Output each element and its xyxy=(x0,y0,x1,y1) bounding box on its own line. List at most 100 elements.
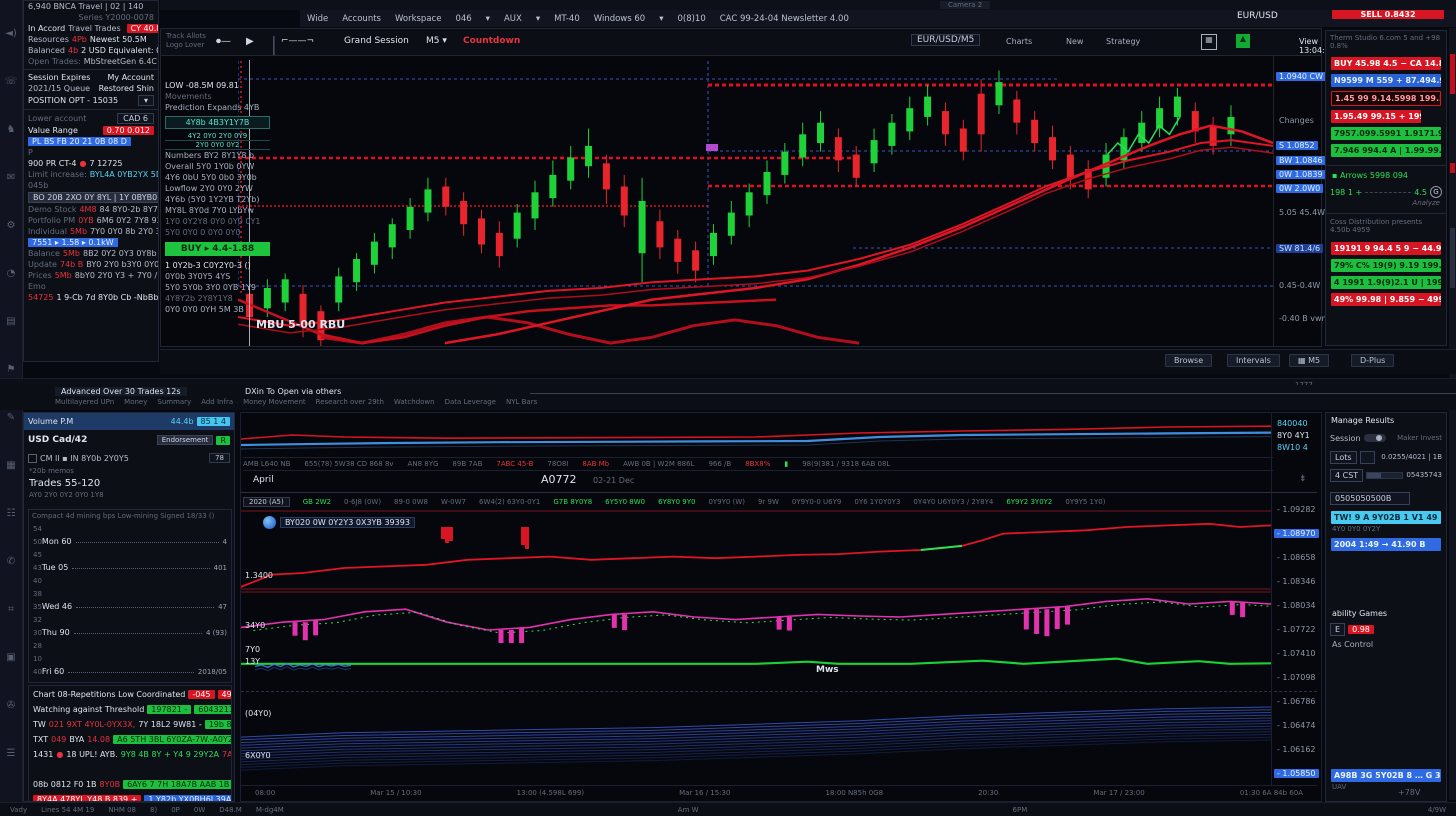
ticker-item[interactable]: 0-6J8 (0W) xyxy=(344,498,381,506)
mid-menu-item-1[interactable]: Money xyxy=(124,398,147,406)
ticker-item[interactable]: 9r 9W xyxy=(758,498,779,506)
analyze-link[interactable]: Analyze xyxy=(1326,199,1446,207)
symbol-pill[interactable]: BY020 0W 0Y2Y3 0X3YB 39393 xyxy=(263,515,415,529)
quote-row-blue[interactable]: 2004 1:49 → 41.90 B xyxy=(1331,538,1441,551)
ticker-item[interactable]: 89-0 0W8 xyxy=(394,498,428,506)
ticker-item[interactable]: 6Y9Y2 3Y0Y2 xyxy=(1006,498,1052,506)
rail-icon-10[interactable]: ☷ xyxy=(0,508,22,519)
ticker-item[interactable]: 0Y6 1Y0Y0Y3 xyxy=(854,498,900,506)
rail-icon-7[interactable]: ⚑ xyxy=(0,364,22,375)
log-row[interactable]: Chart 08-Repetitions Low Coordinated-045… xyxy=(29,687,231,702)
menu-item-11[interactable]: CAC 99-24-04 Newsletter 4.00 xyxy=(713,14,856,24)
rail-icon-14[interactable]: ✇ xyxy=(0,700,22,711)
menu-item-6[interactable]: ▾ xyxy=(529,14,547,24)
footer-button-browse[interactable]: Browse xyxy=(1165,354,1212,367)
log-row[interactable]: 1431●18 UPL! AYB.9Y8 4B 8Y + Y4 9 29Y2A7… xyxy=(29,747,231,762)
menu-item-8[interactable]: Windows 60 xyxy=(587,14,652,24)
timeframe-select[interactable]: M5 ▾ xyxy=(426,36,447,46)
ticker-item[interactable]: W-0W7 xyxy=(441,498,466,506)
indicator-icon[interactable]: ▲ xyxy=(1236,34,1250,48)
log-row[interactable]: 8Y4A 478YL Y48 B 839 +1 Y82b YX0BH6I 39A… xyxy=(29,792,231,802)
mid-menu-item-0[interactable]: Multilayered UPn xyxy=(55,398,114,406)
toolbar-charts[interactable]: Charts xyxy=(1006,37,1032,46)
footer-button--m5[interactable]: ▦ M5 xyxy=(1289,354,1329,367)
rail-icon-15[interactable]: ☰ xyxy=(0,748,22,759)
sell-badge[interactable]: SELL 0.8432 xyxy=(1332,10,1444,19)
rail-icon-13[interactable]: ▣ xyxy=(0,652,22,663)
left-panel-row[interactable]: Open Trades:MbStreetGen 6.4C xyxy=(24,56,158,67)
signal-row-green[interactable]: 4 1991 1.9(9)2.1 U | 199.9% B xyxy=(1331,276,1441,289)
menu-item-7[interactable]: MT-40 xyxy=(547,14,587,24)
quote-row-cyan[interactable]: TW! 9 A 9Y02B 1 V1 49 + L xyxy=(1331,511,1441,524)
log-row[interactable]: TXT049BYA14.08A6 5TH 3BL 6Y0ZA-7W.-A0Y2 … xyxy=(29,732,231,747)
footer-button-intervals[interactable]: Intervals xyxy=(1227,354,1280,367)
mid-menu-item-6[interactable]: Watchdown xyxy=(394,398,435,406)
titlebar-tab[interactable]: Camera 2 xyxy=(940,1,990,9)
signal-row-red[interactable]: 49% 99.98 | 9.859 − 499 49(98)9 xyxy=(1331,293,1441,306)
menu-item-9[interactable]: ▾ xyxy=(652,14,670,24)
menu-item-5[interactable]: AUX xyxy=(497,14,529,24)
left-panel-row[interactable]: Resources4PbNewest 50.5M xyxy=(24,34,158,45)
signal-row-blue[interactable]: N9599 M 559 + 87.494.94 xyxy=(1331,74,1441,87)
toolbar-new[interactable]: New xyxy=(1066,37,1083,46)
menu-item-2[interactable]: Workspace xyxy=(388,14,448,24)
volume-row[interactable]: Volume P.M 44.4b 85 1 4 xyxy=(24,413,234,430)
log-row[interactable]: Watching against Threshold197821 -604321… xyxy=(29,702,231,717)
buy-button[interactable]: BUY ▸ 4.4-1.88 xyxy=(165,242,270,256)
indicator-chart-area[interactable]: AMB L640 NB655(78) 5W38 CD 868 8vAN8 8YG… xyxy=(240,412,1322,802)
ticker-item[interactable]: GB 2W2 xyxy=(303,498,331,506)
tab-dxin[interactable]: DXin To Open via others xyxy=(245,387,341,396)
menu-item-0[interactable]: Wide xyxy=(300,14,335,24)
left-panel-row[interactable]: 045b xyxy=(24,180,158,191)
left-panel-row[interactable]: Update74b BBY0 2Y0 b3Y0 0Y0 0Y8 xyxy=(24,259,158,270)
cst-slider[interactable] xyxy=(1366,472,1403,479)
tab-advanced[interactable]: Advanced Over 30 Trades 12s xyxy=(55,387,187,396)
signal-row-redsm[interactable]: 1.95.49 99.15 + 199 B xyxy=(1331,110,1421,123)
left-panel-row[interactable]: Lower accountCAD 6 xyxy=(24,112,158,125)
cst-field[interactable]: 4 CST xyxy=(1330,469,1363,482)
left-panel-row[interactable]: Balance5Mb8B2 0Y2 0Y3 0Y8b 0Y0 xyxy=(24,248,158,259)
mid-menu-item-7[interactable]: Data Leverage xyxy=(445,398,496,406)
rail-icon-3[interactable]: ✉ xyxy=(0,172,22,183)
menu-item-3[interactable]: 046 xyxy=(448,14,478,24)
left-panel-row[interactable]: Prices5Mb8bY0 2Y0 Y3 + 7Y0 / Bb- xyxy=(24,270,158,281)
signal-row-green[interactable]: 79% C% 19(9) 9.19 199.5% 5.94(9) xyxy=(1331,259,1441,272)
ticker-item[interactable]: 6W4(2) 63Y0-0Y1 xyxy=(479,498,540,506)
right-scrollbar[interactable] xyxy=(1449,28,1456,800)
amount-slider[interactable]: 198 1 + 4.5 G xyxy=(1326,185,1446,199)
play-icon[interactable]: ▶ xyxy=(246,36,254,47)
amount-input[interactable]: 0505050500B xyxy=(1330,492,1410,505)
rail-icon-12[interactable]: ⌗ xyxy=(0,604,22,615)
menu-item-10[interactable]: 0(8)10 xyxy=(670,14,712,24)
mid-menu-item-5[interactable]: Research over 29th xyxy=(316,398,384,406)
ticker-item[interactable]: 0Y9Y0 (W) xyxy=(708,498,745,506)
left-panel-row[interactable]: Balanced4b2 USD Equivalent: 030 xyxy=(24,45,158,56)
lots-field[interactable]: Lots xyxy=(1330,451,1357,464)
ticker-item[interactable]: 0Y9Y5 1Y0) xyxy=(1065,498,1105,506)
left-panel-row[interactable]: Portfolio PM0YB6M6 0Y2 7Y8 93B1 xyxy=(24,215,158,226)
menu-item-1[interactable]: Accounts xyxy=(335,14,388,24)
rail-icon-6[interactable]: ▤ xyxy=(0,316,22,327)
toolbar-strategy[interactable]: Strategy xyxy=(1106,37,1140,46)
g-icon[interactable]: G xyxy=(1430,186,1442,198)
left-panel-row[interactable]: BO 20B 2XO 0Y 8YL | 1Y 0BYB0 2b xyxy=(24,191,158,204)
signal-row-green[interactable]: 7.946 994.4 A | 1.99.99.1991 B xyxy=(1331,144,1441,157)
checkbox-row[interactable]: CM II ▪ IN 8Y0b 2Y0Y5 78 xyxy=(24,450,234,466)
grid-icon[interactable]: ▦ xyxy=(1201,34,1217,50)
left-panel-row[interactable]: PL BS FB 20 21 0B 08 D xyxy=(24,136,158,147)
left-panel-row[interactable]: Emo xyxy=(24,281,158,292)
mid-menu-item-4[interactable]: Money Movement xyxy=(243,398,306,406)
footer-button-d-plus[interactable]: D-Plus xyxy=(1351,354,1394,367)
menu-item-4[interactable]: ▾ xyxy=(479,14,497,24)
e-button[interactable]: E xyxy=(1330,623,1345,636)
rail-icon-4[interactable]: ⚙ xyxy=(0,220,22,231)
left-panel-row[interactable]: Demo Stock4M884 8Y0-2b 8Y7 3Y0 xyxy=(24,204,158,215)
left-panel-row[interactable]: 7551 ▸ 1.58 ▸ 0.1kW xyxy=(24,237,158,248)
session-label[interactable]: Grand Session xyxy=(344,36,409,46)
ticker-item[interactable]: 6Y5Y0 8W0 xyxy=(605,498,645,506)
log-row[interactable]: TW021 9XT 4Y0L-0YX3X,7Y 18L2 9W81 -19b 8… xyxy=(29,717,231,732)
left-panel-row[interactable]: 2021/15 QueueRestored Shin xyxy=(24,83,158,94)
signal-row-red[interactable]: BUY 45.98 4.5 − CA 14.834 xyxy=(1331,57,1441,70)
rail-icon-1[interactable]: ☏ xyxy=(0,76,22,87)
ticker-item[interactable]: 2020 (A5) xyxy=(243,497,290,507)
